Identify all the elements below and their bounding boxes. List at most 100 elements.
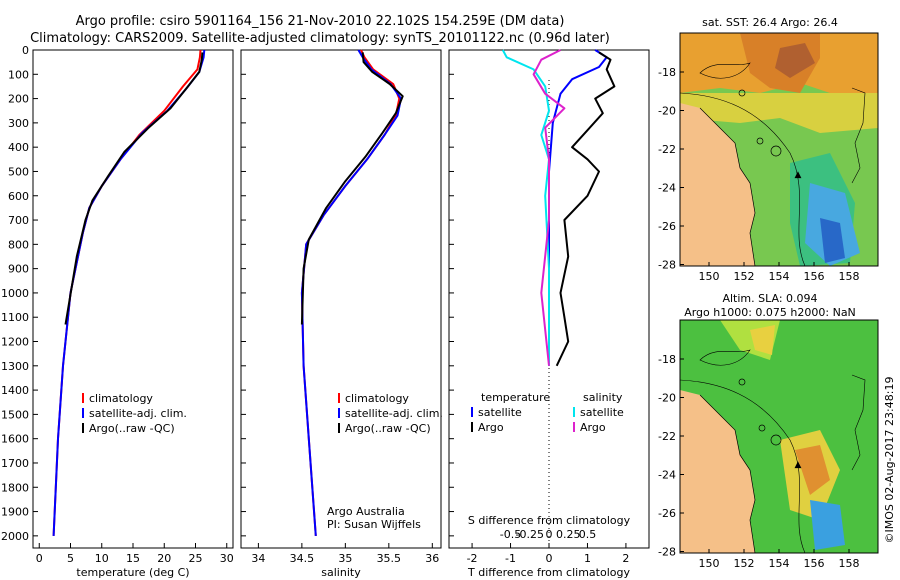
panel-temperature: 0100200300400500600700800900100011001200… (1, 44, 234, 579)
map-y-tick-label: -18 (658, 353, 676, 366)
s-tick-label: 0.5 (579, 528, 597, 541)
x-tick-label: 35 (338, 552, 352, 565)
s-tick-label: 0.25 (556, 528, 581, 541)
legend-label: climatology (345, 392, 409, 405)
sst-plateau-outline (851, 87, 866, 184)
sla-reef-marker (738, 378, 746, 386)
y-tick-label: 300 (8, 117, 29, 130)
legend-label: satellite (580, 406, 624, 419)
map-y-tick-label: -26 (658, 220, 676, 233)
y-tick-label: 2000 (1, 530, 29, 543)
x-tick-label: 35.5 (377, 552, 402, 565)
map-x-tick-label: 158 (839, 270, 860, 283)
map-x-tick-label: 156 (804, 270, 825, 283)
sst-reef-marker (738, 89, 746, 97)
series-line-s-argo (532, 49, 566, 366)
sla-coastline (699, 394, 756, 553)
sla-high-core (750, 325, 775, 355)
y-tick-label: 700 (8, 214, 29, 227)
series-line-satellite-adj-clim- (300, 49, 402, 536)
x-tick-label: 10 (95, 552, 109, 565)
sst-reef-marker (770, 145, 782, 157)
y-tick-label: 1200 (1, 336, 29, 349)
series-line-climatology (300, 49, 401, 536)
sla-isobath (680, 379, 806, 553)
series-line-t-argo (555, 51, 616, 367)
sst-land (680, 103, 755, 266)
x-tick-label: 36 (425, 552, 439, 565)
sst-coldest-patch (820, 218, 845, 263)
map-y-tick-label: -24 (658, 182, 676, 195)
y-tick-label: 1100 (1, 311, 29, 324)
sst-coastline (699, 107, 756, 266)
map-x-tick-label: 154 (769, 557, 790, 570)
x-tick-label: 34.5 (290, 552, 315, 565)
x-axis-label-top: S difference from climatology (468, 514, 631, 527)
series-line-s-satellite (501, 49, 550, 366)
y-tick-label: 1300 (1, 360, 29, 373)
credit-text: ©IMOS 02-Aug-2017 23:48:19 (883, 377, 896, 544)
y-tick-label: 1800 (1, 481, 29, 494)
sla-eddy-low (810, 500, 845, 550)
sla-reef-marker (770, 434, 782, 446)
sla-map: Altim. SLA: 0.094 Argo h1000: 0.075 h200… (658, 292, 879, 570)
argo-position-marker: ▲ (795, 170, 802, 180)
sst-reef-outline (699, 62, 751, 79)
x-tick-label: -1 (505, 552, 516, 565)
x-tick-label: 5 (67, 552, 74, 565)
map-y-tick-label: -20 (658, 105, 676, 118)
legend-label: Argo(..raw -QC) (345, 422, 431, 435)
x-axis-label: salinity (321, 566, 361, 579)
sla-eddy-core (795, 445, 830, 495)
x-tick-label: 25 (189, 552, 203, 565)
sla-map-title-1: Altim. SLA: 0.094 (722, 292, 817, 305)
legend-label: satellite-adj. clim. (345, 407, 443, 420)
title-line-1: Argo profile: csiro 5901164_156 21-Nov-2… (76, 14, 565, 29)
map-x-tick-label: 152 (734, 557, 755, 570)
map-x-tick-label: 150 (699, 270, 720, 283)
map-x-tick-label: 156 (804, 557, 825, 570)
y-tick-label: 800 (8, 238, 29, 251)
legend-label: Argo (478, 421, 504, 434)
legend-label: satellite-adj. clim. (89, 407, 187, 420)
sst-map: sat. SST: 26.4 Argo: 26.4 ▲ 150 152 154 156… (658, 16, 879, 283)
y-tick-label: 1400 (1, 384, 29, 397)
y-tick-label: 100 (8, 68, 29, 81)
map-y-tick-label: -22 (658, 143, 676, 156)
map-x-tick-label: 150 (699, 557, 720, 570)
map-x-tick-label: 158 (839, 557, 860, 570)
argo-position-marker: ▲ (795, 460, 802, 470)
x-tick-label: 0 (36, 552, 43, 565)
panel-frame (32, 49, 234, 549)
sst-map-title: sat. SST: 26.4 Argo: 26.4 (702, 16, 838, 29)
y-tick-label: 500 (8, 165, 29, 178)
x-tick-label: 30 (220, 552, 234, 565)
sla-land (680, 390, 755, 553)
sst-reef-marker (756, 137, 764, 145)
x-tick-label: 1 (584, 552, 591, 565)
s-tick-label: 0 (546, 528, 553, 541)
sst-hottest-patch (775, 43, 815, 78)
y-tick-label: 1500 (1, 408, 29, 421)
series-line-climatology (52, 49, 202, 536)
y-tick-label: 1000 (1, 287, 29, 300)
legend-title-salinity: salinity (583, 391, 623, 404)
panel-difference: -2 -1 0 1 2T difference from climatology S di… (448, 49, 650, 579)
sst-isobath (680, 92, 806, 266)
x-tick-label: 0 (546, 552, 553, 565)
map-y-tick-label: -26 (658, 507, 676, 520)
sla-reef-marker (758, 424, 766, 432)
y-tick-label: 1900 (1, 506, 29, 519)
panel-salinity: 34 34.5 35 35.5 36 salinity climatology satelli… (240, 49, 443, 579)
x-tick-label: 2 (622, 552, 629, 565)
series-line-satellite-adj-clim- (52, 49, 206, 536)
legend-label: satellite (478, 406, 522, 419)
legend-label: Argo (580, 421, 606, 434)
map-x-tick-label: 152 (734, 270, 755, 283)
y-tick-label: 0 (22, 44, 29, 57)
map-y-tick-label: -18 (658, 66, 676, 79)
y-tick-label: 1600 (1, 433, 29, 446)
map-y-tick-label: -28 (658, 546, 676, 559)
series-line-argo-raw-qc- (64, 52, 204, 325)
x-tick-label: -2 (467, 552, 478, 565)
